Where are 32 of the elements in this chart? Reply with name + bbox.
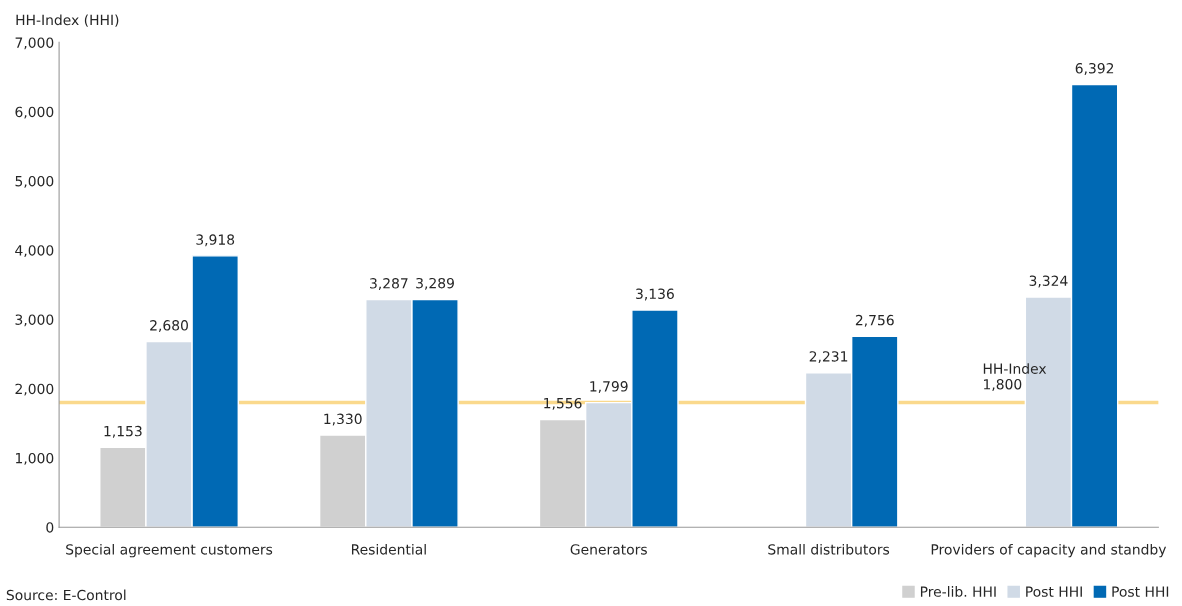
y-tick-label: 7,000 <box>15 37 54 50</box>
data-label: 3,136 <box>636 288 674 301</box>
x-tick-label: Generators <box>570 544 647 555</box>
data-label: 3,324 <box>1029 275 1068 288</box>
ref-line-label: HH-Index 1,800 <box>983 363 1047 391</box>
data-label: 3,918 <box>196 234 235 247</box>
data-label: 2,680 <box>150 320 188 332</box>
data-label: 1,153 <box>104 425 142 438</box>
legend-label: Pre-lib. HHI <box>920 586 996 597</box>
data-label: 3,289 <box>416 277 454 290</box>
x-tick-label: Residential <box>351 543 426 555</box>
x-tick-label: Small distributors <box>768 543 890 555</box>
x-tick-label: Providers of capacity and standby <box>931 543 1167 558</box>
legend-label: Post HHI <box>1112 586 1169 597</box>
data-label: 1,330 <box>324 413 362 426</box>
y-tick-label: 0 <box>46 522 54 533</box>
data-label: 6,392 <box>1075 63 1114 75</box>
legend-label: Post HHI <box>1026 586 1082 597</box>
y-axis-title: HH-Index (HHI) <box>16 14 119 27</box>
y-tick-label: 4,000 <box>15 245 54 258</box>
y-tick-label: 6,000 <box>15 106 54 119</box>
data-label: 3,287 <box>370 278 408 290</box>
source-note: Source: E-Control <box>6 589 126 601</box>
data-label: 2,231 <box>809 351 848 364</box>
y-tick-label: 5,000 <box>15 175 54 188</box>
y-tick-label: 1,000 <box>16 452 54 465</box>
y-tick-label: 3,000 <box>15 314 54 327</box>
data-label: 1,799 <box>590 381 628 394</box>
x-tick-label: Special agreement customers <box>66 543 273 558</box>
data-label: 1,556 <box>544 397 582 410</box>
y-tick-label: 2,000 <box>15 383 54 396</box>
data-label: 2,756 <box>855 314 894 327</box>
